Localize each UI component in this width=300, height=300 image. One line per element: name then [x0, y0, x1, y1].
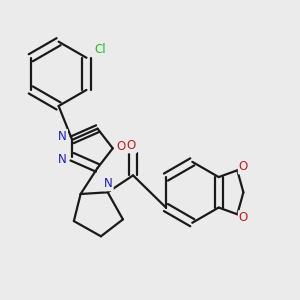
Text: O: O	[127, 140, 136, 152]
Text: N: N	[58, 153, 67, 166]
Text: O: O	[239, 211, 248, 224]
Text: O: O	[117, 140, 126, 153]
Text: N: N	[104, 177, 113, 190]
Text: O: O	[239, 160, 248, 173]
Text: N: N	[58, 130, 67, 143]
Text: Cl: Cl	[94, 43, 106, 56]
